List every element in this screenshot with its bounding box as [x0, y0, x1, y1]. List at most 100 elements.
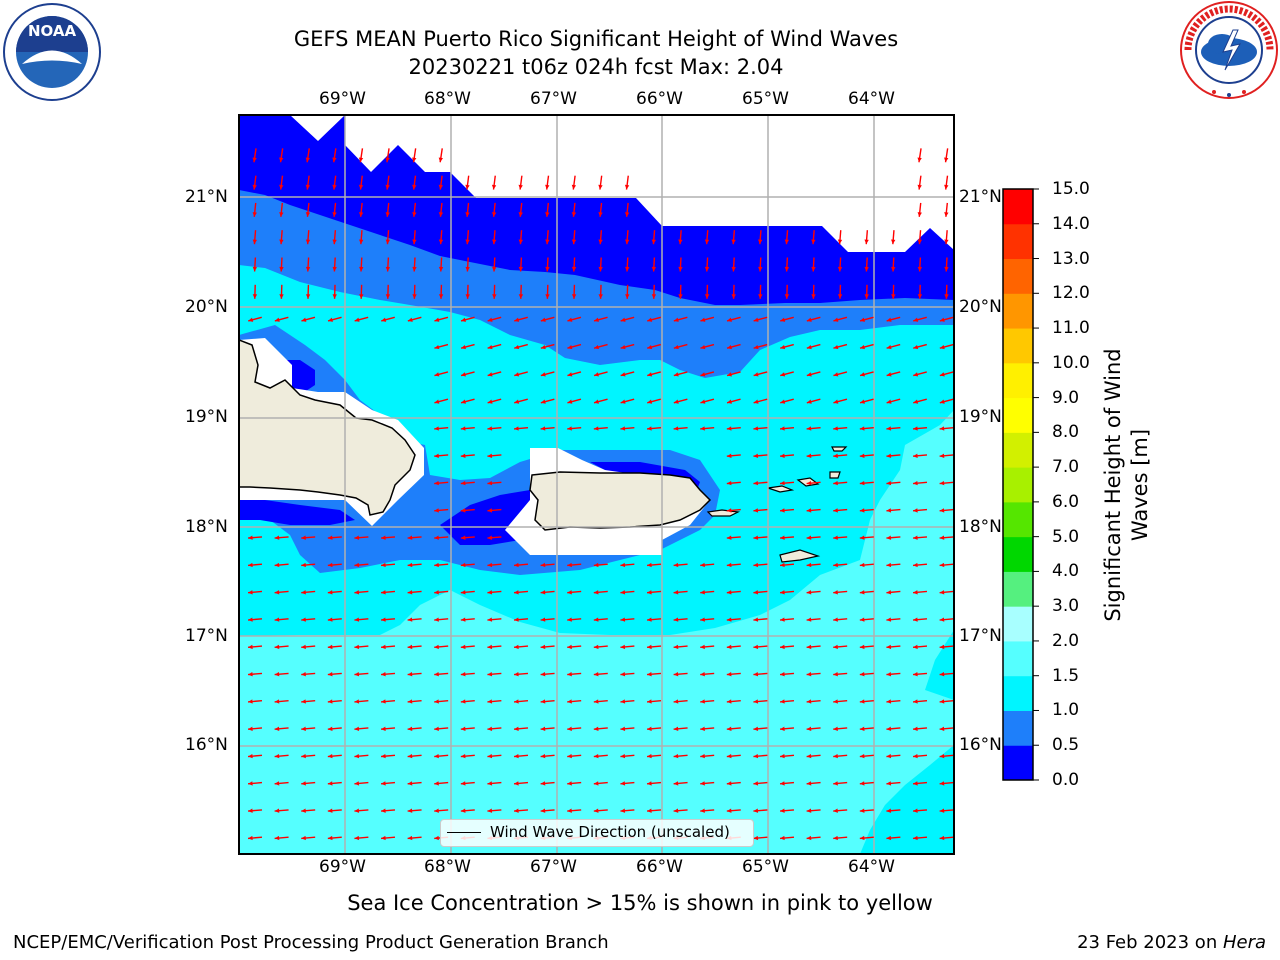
wave-direction-arrow-head	[434, 317, 440, 322]
wave-direction-arrow-head	[301, 617, 306, 622]
wave-direction-arrow-head	[354, 617, 360, 622]
colorbar-frame	[1002, 188, 1034, 781]
wave-direction-arrow-head	[598, 212, 603, 217]
wave-direction-arrow-head	[381, 317, 387, 322]
wave-direction-arrow-head	[780, 453, 785, 458]
wave-direction-arrow-head	[567, 699, 572, 704]
wave-direction-arrow-head	[647, 562, 652, 568]
wave-direction-arrow-head	[465, 239, 470, 245]
wave-direction-arrow-head	[700, 617, 705, 622]
colorbar-tick-label: 2.0	[1052, 630, 1080, 651]
wave-direction-arrow-head	[332, 157, 337, 163]
wave-direction-arrow-head	[381, 699, 386, 704]
wave-direction-arrow-head	[514, 781, 519, 786]
wave-direction-arrow-head	[753, 835, 759, 841]
wave-direction-arrow-head	[460, 426, 466, 431]
wave-direction-arrow-head	[274, 562, 280, 568]
colorbar-tick-label: 5.0	[1052, 526, 1080, 547]
wave-direction-arrow-head	[700, 753, 705, 759]
wave-direction-arrow-head	[913, 399, 919, 404]
wave-direction-arrow-head	[434, 753, 439, 759]
wave-direction-arrow-head	[354, 535, 360, 540]
lat-label-left: 19°N	[185, 407, 228, 427]
colorbar-tick-label: 15.0	[1052, 179, 1090, 199]
wave-direction-arrow-head	[248, 535, 253, 540]
wave-direction-arrow-head	[700, 344, 706, 350]
wave-direction-arrow-head	[545, 266, 550, 272]
wave-direction-arrow-head	[567, 753, 572, 759]
wave-direction-arrow-head	[886, 590, 892, 595]
wave-direction-arrow-head	[487, 508, 493, 513]
lon-label-top: 66°W	[636, 89, 683, 109]
wave-direction-arrow-head	[540, 426, 546, 431]
wave-direction-arrow-head	[700, 562, 705, 568]
wave-direction-arrow-head	[492, 239, 497, 245]
wave-direction-arrow-head	[806, 726, 812, 731]
wave-direction-arrow-head	[354, 699, 360, 704]
wave-direction-arrow-head	[913, 753, 918, 759]
wave-band-1-0-to-1-5	[860, 745, 954, 854]
wave-direction-arrow-head	[859, 753, 865, 759]
wave-direction-arrow-head	[438, 294, 444, 299]
wave-direction-arrow-head	[859, 480, 865, 486]
wave-direction-arrow-head	[301, 835, 306, 841]
wave-direction-arrow-head	[434, 508, 439, 513]
wave-direction-arrow-head	[913, 317, 919, 322]
wave-direction-arrow-head	[567, 344, 573, 350]
wave-direction-arrow-head	[407, 808, 413, 813]
wave-direction-arrow-head	[461, 317, 466, 322]
wave-direction-arrow-head	[833, 672, 838, 677]
wave-direction-arrow-head	[491, 212, 497, 217]
wave-direction-arrow-head	[673, 372, 679, 377]
wave-direction-arrow-head	[673, 699, 679, 704]
wave-direction-arrow-head	[567, 590, 572, 595]
lat-label-left: 16°N	[185, 735, 228, 755]
branch-credit: NCEP/EMC/Verification Post Processing Pr…	[13, 932, 609, 953]
wave-direction-arrow-head	[465, 184, 470, 190]
wave-direction-arrow-head	[434, 399, 440, 404]
wave-direction-arrow-head	[545, 239, 550, 245]
wave-direction-arrow-head	[328, 317, 333, 322]
lat-label-left: 20°N	[185, 297, 228, 317]
wave-direction-arrow-head	[487, 480, 493, 486]
wave-direction-arrow-head	[727, 399, 732, 404]
wave-direction-arrow-head	[327, 781, 333, 786]
wave-direction-arrow-head	[248, 644, 253, 650]
colorbar-swatch	[1003, 432, 1033, 468]
wave-direction-arrow-head	[434, 480, 439, 486]
wave-direction-arrow-head	[274, 317, 280, 322]
colorbar-tick-label: 7.0	[1052, 457, 1080, 478]
wave-direction-arrow-head	[460, 781, 466, 786]
wave-direction-arrow-head	[593, 808, 599, 813]
colorbar-tick-label: 6.0	[1052, 491, 1080, 512]
wave-direction-arrow-head	[806, 617, 812, 622]
colorbar-tick-label: 0.5	[1052, 735, 1080, 756]
wave-direction-arrow-head	[944, 266, 949, 272]
machine-name: Hera	[1222, 932, 1266, 953]
wave-direction-arrow-head	[859, 617, 865, 622]
wave-direction-arrow-head	[620, 781, 626, 786]
wave-direction-arrow-head	[620, 399, 626, 404]
wave-direction-arrow-head	[620, 753, 626, 759]
wave-direction-arrow-head	[806, 399, 812, 404]
wave-direction-arrow-head	[944, 294, 949, 299]
wave-direction-arrow-head	[301, 672, 306, 677]
colorbar-tick-label: 13.0	[1052, 248, 1090, 269]
wave-direction-arrow-head	[407, 562, 413, 568]
colorbar-tick-label: 14.0	[1052, 213, 1090, 234]
wave-direction-arrow-head	[593, 562, 599, 568]
wave-direction-arrow-head	[939, 726, 945, 731]
wave-direction-arrow-head	[332, 212, 337, 217]
wave-direction-arrow-head	[859, 453, 865, 458]
colorbar-swatch	[1003, 293, 1033, 329]
wave-direction-arrow-head	[301, 644, 306, 650]
wave-direction-arrow-head	[438, 212, 444, 217]
wave-direction-arrow-head	[567, 399, 573, 404]
wave-direction-arrow-head	[806, 644, 812, 650]
wave-direction-arrow-head	[385, 266, 391, 272]
wave-direction-arrow-head	[727, 344, 732, 350]
wave-direction-arrow-head	[279, 157, 284, 163]
wave-direction-arrow-head	[647, 726, 652, 731]
wave-direction-arrow-head	[726, 781, 732, 786]
